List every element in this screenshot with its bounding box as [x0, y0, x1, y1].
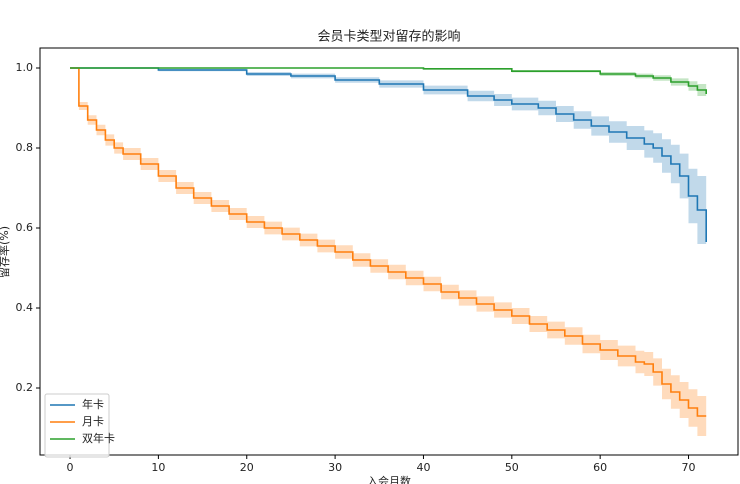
x-tick-label: 30 — [328, 461, 342, 474]
x-tick-label: 20 — [240, 461, 254, 474]
y-tick-label: 1.0 — [16, 61, 34, 74]
x-tick-label: 0 — [67, 461, 74, 474]
x-tick-label: 70 — [682, 461, 696, 474]
y-axis-label: 留存率(%) — [0, 226, 11, 278]
legend-label: 双年卡 — [82, 431, 115, 445]
chart-title: 会员卡类型对留存的影响 — [317, 29, 460, 45]
x-tick-label: 50 — [505, 461, 519, 474]
plot-frame — [39, 47, 739, 456]
y-tick-label: 0.8 — [16, 141, 34, 154]
x-axis-label: 入会月数 — [367, 475, 411, 484]
y-tick-label: 0.6 — [16, 221, 34, 234]
legend-box — [44, 393, 110, 458]
legend-label: 年卡 — [82, 397, 104, 411]
survival-line — [70, 67, 707, 417]
survival-line — [70, 67, 707, 94]
x-tick-label: 60 — [593, 461, 607, 474]
y-tick-label: 0.2 — [16, 381, 34, 394]
x-tick-label: 10 — [151, 461, 165, 474]
y-tick-label: 0.4 — [16, 301, 34, 314]
legend-label: 月卡 — [82, 415, 104, 428]
survival-line — [70, 67, 707, 242]
x-tick-label: 40 — [416, 461, 430, 474]
